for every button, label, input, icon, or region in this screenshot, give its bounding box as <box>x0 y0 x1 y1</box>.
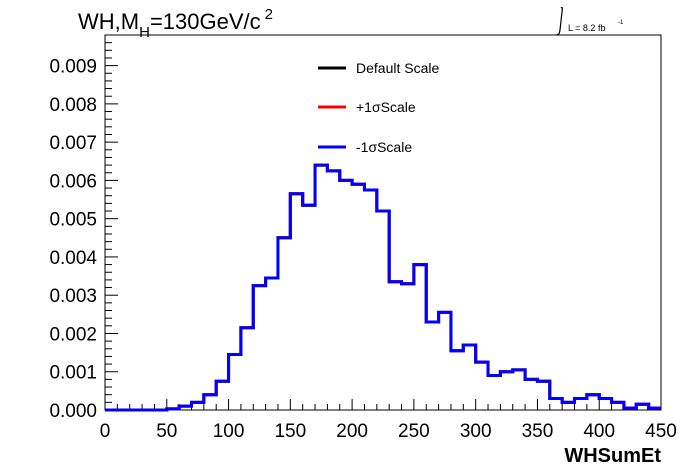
title-superscript: 2 <box>265 6 273 23</box>
x-tick-label: 100 <box>213 421 245 442</box>
legend-label-2: -1σScale <box>356 139 412 155</box>
x-tick-label: 250 <box>398 421 430 442</box>
y-tick-label: 0.001 <box>49 363 97 384</box>
y-tick-label: 0.004 <box>49 248 97 269</box>
lumi-label: L = 8.2 fb -1 <box>556 6 624 36</box>
y-tick-label: 0.009 <box>49 57 97 78</box>
x-tick-label: 400 <box>583 421 615 442</box>
plot-frame <box>104 34 662 411</box>
title-main: WH,M <box>78 9 139 34</box>
title-subscript: H <box>139 24 150 41</box>
legend-label-1: +1σScale <box>356 99 416 115</box>
chart-title: WH,MH=130GeV/c 2 <box>78 6 273 41</box>
x-tick-label: 300 <box>460 421 492 442</box>
legend: Default Scale +1σScale -1σScale <box>318 60 439 155</box>
y-tick-label: 0.002 <box>49 324 97 345</box>
axes: 0 50 100 150 200 250 300 350 400 450 0.000 0.001 0.0… <box>49 42 677 442</box>
series-layer <box>105 163 661 412</box>
lumi-text: L = 8.2 fb <box>568 23 605 33</box>
x-tick-label: 450 <box>645 421 677 442</box>
title-value: =130GeV/c <box>150 9 261 34</box>
x-tick-label: 350 <box>522 421 554 442</box>
x-tick-label: 50 <box>156 421 177 442</box>
y-tick-label: 0.007 <box>49 133 97 154</box>
y-tick-label: 0.006 <box>49 171 97 192</box>
y-tick-label: 0.008 <box>49 95 97 116</box>
y-tick-label: 0.000 <box>49 401 97 422</box>
x-axis-label: WHSumEt <box>564 445 661 467</box>
integral-icon <box>556 6 563 36</box>
y-tick-label: 0.005 <box>49 210 97 231</box>
lumi-superscript: -1 <box>618 20 624 26</box>
series-line-2 <box>105 163 661 412</box>
x-tick-label: 200 <box>336 421 368 442</box>
x-tick-label: 0 <box>100 421 111 442</box>
y-tick-label: 0.003 <box>49 286 97 307</box>
legend-label-0: Default Scale <box>356 60 439 76</box>
x-tick-label: 150 <box>274 421 306 442</box>
